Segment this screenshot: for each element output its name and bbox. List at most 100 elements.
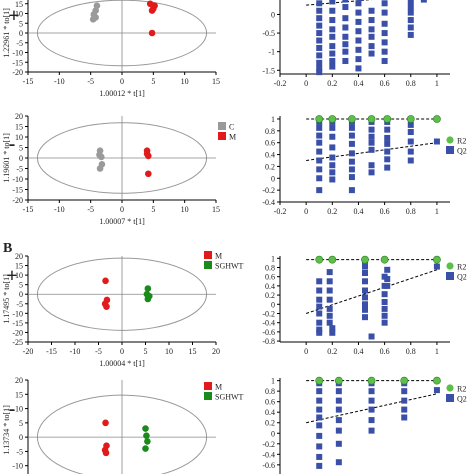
legend-label: Q2 [457, 395, 467, 404]
y-tick-label: -15 [12, 186, 23, 195]
y-tick-label: 1 [271, 254, 275, 263]
q2-point [368, 417, 375, 424]
y-tick-label: 10 [15, 405, 23, 414]
legend-swatch [204, 382, 212, 390]
q2-point [368, 169, 375, 176]
q2-point [329, 57, 336, 64]
y-tick-label: 0.2 [265, 291, 275, 300]
score-point [143, 432, 150, 440]
y-tick-label: -5 [16, 300, 23, 309]
q2-point [348, 158, 355, 165]
r2-point [400, 376, 409, 385]
y-tick-label: 0.8 [265, 127, 275, 136]
q2-point [329, 63, 336, 70]
score-point [145, 170, 152, 178]
q2-point [316, 326, 323, 333]
q2-point [348, 140, 355, 147]
chart-A-neg-perm: 10.80.60.40.20-0.2-0.4-0.2 0 0.2 0.4 0.6 0.8 1… [262, 115, 466, 216]
y-tick-label: -20 [12, 68, 23, 77]
x-tick-label: 0.6 [380, 207, 390, 216]
y-tick-label: 5 [19, 144, 23, 153]
x-tick-label: 0.8 [406, 207, 416, 216]
q2-point [355, 46, 362, 53]
q2-point [362, 314, 368, 321]
x-tick-label: 0 [304, 207, 308, 216]
y-tick-label: 1 [271, 115, 275, 124]
q2-point [335, 406, 342, 413]
x-tick-label: -0.2 [274, 79, 287, 88]
x-tick-label: 20 [212, 347, 220, 356]
q2-point [329, 329, 336, 336]
q2-point [316, 0, 323, 7]
q2-point [316, 397, 323, 404]
q2-point [401, 397, 408, 404]
score-point [98, 153, 105, 161]
y-tick-label: 20 [15, 376, 23, 385]
q2-point [329, 325, 336, 332]
q2-point [355, 28, 362, 35]
y-tick-label: -10 [12, 49, 23, 58]
q2-point [407, 121, 414, 128]
q2-point [316, 30, 323, 37]
y-tick-label: -0.4 [262, 319, 275, 328]
q2-point [433, 263, 440, 270]
q2-point [316, 52, 323, 59]
y-tick-label: -10 [12, 462, 23, 471]
x-tick-label: 0.8 [406, 347, 416, 356]
legend-swatch [446, 146, 454, 154]
x-tick-label: -10 [54, 77, 65, 86]
score-point [148, 29, 156, 37]
x-axis-label: 1.00007 * t[1] [99, 217, 145, 226]
q2-point [316, 278, 323, 285]
q2-point [407, 9, 414, 16]
q2-point [335, 417, 342, 424]
y-tick-label: 0.6 [265, 273, 275, 282]
score-point [144, 295, 152, 303]
y-tick-label: 0.4 [265, 282, 275, 291]
q2-point [384, 126, 391, 133]
q2-point [362, 301, 368, 308]
y-tick-label: -10 [12, 175, 23, 184]
q2-point [326, 305, 333, 312]
q2-point [329, 50, 336, 57]
ionization-mode-sign: - [9, 398, 16, 420]
legend-label: M [215, 252, 222, 261]
x-tick-label: 15 [212, 205, 220, 214]
q2-point [335, 388, 342, 395]
score-point [89, 16, 97, 23]
q2-point [316, 157, 323, 164]
q2-point [316, 69, 323, 76]
q2-point [326, 319, 333, 326]
x-tick-label: -5 [87, 205, 94, 214]
y-tick-label: 10 [15, 271, 23, 280]
x-tick-label: 1 [435, 207, 439, 216]
legend-swatch [446, 136, 454, 144]
q2-point [348, 150, 355, 157]
x-tick-label: 0.8 [406, 79, 416, 88]
legend-swatch [218, 132, 226, 140]
q2-point [368, 126, 375, 133]
q2-regression-line [305, 269, 438, 314]
y-tick-label: 0 [19, 290, 23, 299]
y-tick-label: -20 [12, 328, 23, 337]
q2-point [401, 406, 408, 413]
x-axis-label: 1.00012 * t[1] [99, 89, 145, 98]
q2-point [384, 266, 391, 273]
x-tick-label: -5 [87, 77, 94, 86]
q2-point [381, 20, 388, 27]
x-tick-label: 0 [120, 77, 124, 86]
legend-label: C [229, 123, 234, 132]
q2-point [407, 24, 414, 31]
q2-point [342, 57, 349, 64]
q2-point [381, 305, 388, 312]
section-label-b: B [3, 241, 12, 256]
q2-point [316, 65, 323, 72]
score-point [102, 449, 110, 457]
x-tick-label: 0 [304, 79, 308, 88]
q2-point [316, 406, 323, 413]
q2-point [316, 296, 323, 303]
r2-point [406, 115, 415, 123]
r2-point [348, 115, 356, 123]
q2-point [355, 37, 362, 44]
q2-point [401, 414, 408, 421]
